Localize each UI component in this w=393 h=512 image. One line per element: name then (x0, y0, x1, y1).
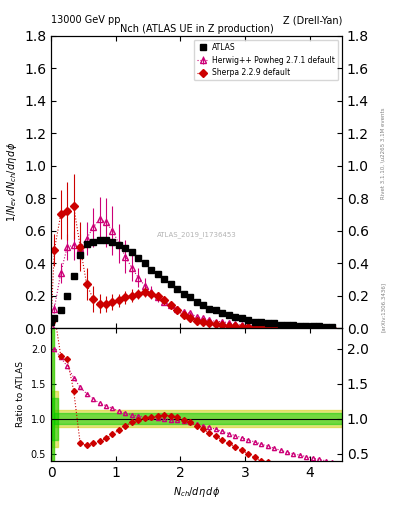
X-axis label: $N_{ch}/d\eta\,d\phi$: $N_{ch}/d\eta\,d\phi$ (173, 485, 220, 499)
Y-axis label: $1/N_{ev}\,dN_{ch}/d\eta\,d\phi$: $1/N_{ev}\,dN_{ch}/d\eta\,d\phi$ (5, 142, 18, 222)
Y-axis label: Ratio to ATLAS: Ratio to ATLAS (16, 361, 25, 428)
ATLAS (65, 292, 70, 298)
ATLAS (149, 266, 154, 272)
ATLAS (72, 273, 76, 279)
ATLAS (213, 307, 218, 313)
ATLAS (310, 323, 315, 329)
ATLAS (304, 323, 309, 329)
ATLAS (323, 324, 328, 330)
ATLAS (91, 239, 95, 245)
ATLAS (272, 320, 276, 326)
Text: [arXiv:1306.3436]: [arXiv:1306.3436] (381, 282, 386, 332)
ATLAS (207, 306, 212, 312)
ATLAS (259, 318, 263, 325)
ATLAS (117, 242, 121, 248)
ATLAS (220, 310, 225, 316)
ATLAS (200, 302, 205, 308)
ATLAS (285, 322, 289, 328)
ATLAS (239, 315, 244, 322)
Text: Z (Drell-Yan): Z (Drell-Yan) (283, 15, 342, 25)
ATLAS (104, 237, 108, 243)
ATLAS (246, 317, 251, 323)
ATLAS (49, 318, 53, 325)
ATLAS (278, 322, 283, 328)
Title: Nch (ATLAS UE in Z production): Nch (ATLAS UE in Z production) (119, 24, 274, 34)
ATLAS (175, 286, 180, 292)
Line: ATLAS: ATLAS (48, 238, 335, 330)
ATLAS (188, 294, 193, 300)
ATLAS (317, 323, 321, 329)
ATLAS (78, 252, 83, 258)
ATLAS (194, 299, 199, 305)
ATLAS (84, 241, 89, 247)
ATLAS (110, 239, 115, 245)
ATLAS (130, 249, 134, 255)
ATLAS (233, 313, 238, 319)
ATLAS (59, 307, 63, 313)
ATLAS (330, 324, 334, 330)
ATLAS (52, 315, 57, 322)
ATLAS (162, 276, 167, 283)
Legend: ATLAS, Herwig++ Powheg 2.7.1 default, Sherpa 2.2.9 default: ATLAS, Herwig++ Powheg 2.7.1 default, Sh… (194, 39, 338, 80)
ATLAS (97, 237, 102, 243)
ATLAS (123, 245, 128, 251)
ATLAS (226, 312, 231, 318)
ATLAS (265, 320, 270, 326)
ATLAS (155, 271, 160, 278)
ATLAS (142, 260, 147, 266)
ATLAS (168, 281, 173, 287)
ATLAS (291, 322, 296, 328)
ATLAS (136, 255, 141, 261)
ATLAS (181, 291, 186, 297)
ATLAS (252, 318, 257, 325)
Text: ATLAS_2019_I1736453: ATLAS_2019_I1736453 (157, 231, 236, 238)
Text: 13000 GeV pp: 13000 GeV pp (51, 15, 121, 25)
Text: Rivet 3.1.10, \u2265 3.1M events: Rivet 3.1.10, \u2265 3.1M events (381, 108, 386, 199)
ATLAS (298, 323, 302, 329)
